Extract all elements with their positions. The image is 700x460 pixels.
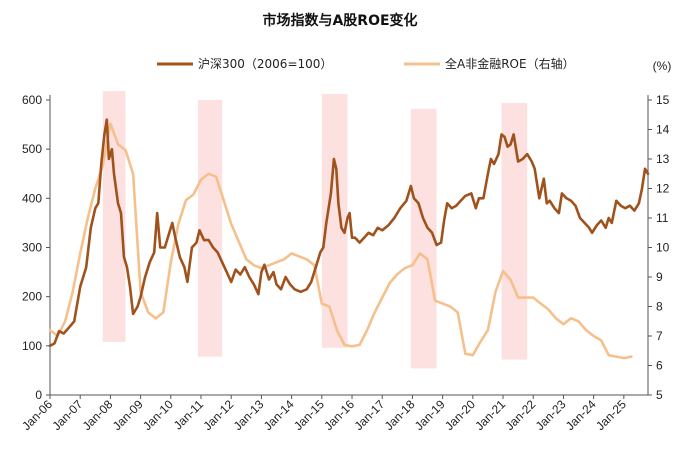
legend-label-hs300: 沪深300（2006=100） (198, 57, 332, 71)
x-tick-label: Jan-13 (231, 397, 267, 433)
y-left-tick-label: 200 (22, 290, 42, 304)
right-axis-unit: (%) (653, 59, 672, 73)
x-tick-label: Jan-11 (171, 397, 206, 432)
x-tick-label: Jan-06 (19, 397, 55, 433)
x-tick-label: Jan-21 (472, 397, 508, 433)
axes (49, 95, 649, 396)
shaded-period-4 (410, 108, 437, 369)
x-tick-label: Jan-19 (412, 397, 448, 433)
y-right-tick-label: 6 (656, 359, 663, 373)
x-tick-label: Jan-18 (382, 397, 418, 433)
x-tick-label: Jan-15 (291, 397, 327, 433)
y-left-tick-label: 0 (35, 388, 42, 402)
x-tick-label: Jan-08 (80, 397, 116, 433)
x-tick-label: Jan-22 (503, 397, 539, 433)
shaded-periods (102, 91, 528, 369)
y-right-tick-label: 8 (656, 300, 663, 314)
y-right-tick-label: 15 (656, 93, 670, 107)
y-left-tick-label: 100 (22, 339, 42, 353)
x-tick-label: Jan-07 (49, 397, 85, 433)
x-tick-label: Jan-24 (563, 397, 599, 433)
x-tick-label: Jan-14 (261, 397, 297, 433)
x-tick-label: Jan-20 (442, 397, 478, 433)
y-right-tick-label: 11 (656, 211, 669, 225)
x-tick-label: Jan-09 (110, 397, 146, 433)
y-left-tick-label: 400 (22, 191, 42, 205)
y-right-tick-label: 12 (656, 182, 670, 196)
legend: 沪深300（2006=100） 全A非金融ROE（右轴） (157, 56, 575, 71)
x-tick-label: Jan-23 (533, 397, 569, 433)
y-right-tick-label: 7 (656, 329, 663, 343)
x-tick-label: Jan-16 (321, 397, 357, 433)
x-tick-label: Jan-25 (593, 397, 629, 433)
x-tick-label: Jan-12 (200, 397, 236, 433)
series (48, 118, 650, 360)
series-line-hs300 (48, 118, 650, 348)
legend-label-roe: 全A非金融ROE（右轴） (445, 56, 575, 71)
y-right-tick-label: 5 (656, 388, 663, 402)
y-right-tick-label: 13 (656, 152, 670, 166)
y-right-tick-label: 10 (656, 241, 670, 255)
x-tick-label: Jan-17 (351, 397, 387, 433)
y-right-tick-label: 9 (656, 270, 663, 284)
chart-title: 市场指数与A股ROE变化 (262, 12, 417, 29)
y-right-tick-label: 14 (656, 123, 670, 137)
y-left-tick-label: 600 (22, 93, 42, 107)
x-tick-label: Jan-10 (140, 397, 176, 433)
y-left-tick-label: 300 (22, 241, 42, 255)
y-left-tick-label: 500 (22, 142, 42, 156)
shaded-period-2 (197, 100, 223, 357)
series-line-roe (48, 122, 633, 360)
